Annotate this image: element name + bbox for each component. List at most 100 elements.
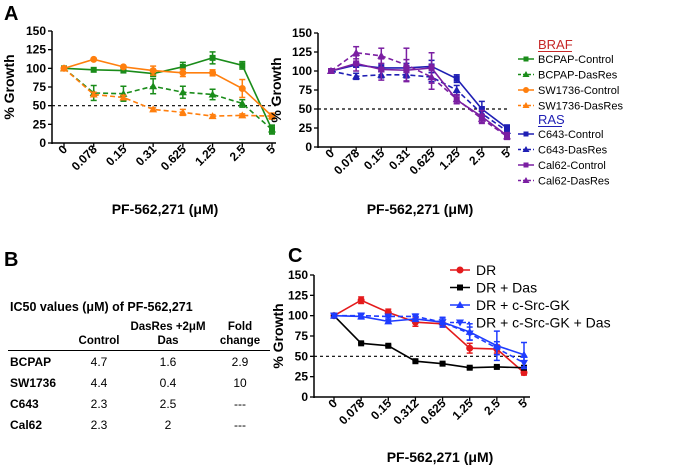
legend-label: SW1736-DasRes	[538, 101, 623, 113]
x-tick-label: 0.15	[361, 146, 388, 173]
data-point	[439, 360, 446, 367]
table-header-row: Control DasRes +2μM Das Fold change	[8, 318, 270, 351]
table-row: BCPAP 4.7 1.6 2.9	[8, 351, 270, 373]
legend-item: SW1736-DasRes	[518, 101, 623, 113]
legend-item: SW1736-Control	[518, 85, 619, 97]
data-point	[358, 340, 365, 347]
y-tick-label: 125	[288, 288, 308, 302]
ic50-table: Control DasRes +2μM Das Fold change BCPA…	[8, 318, 270, 435]
legend-label: Cal62-DasRes	[538, 176, 610, 188]
series-dr-c-src-gk-das	[330, 312, 528, 370]
x-tick-label: 0.625	[407, 146, 438, 177]
data-point	[90, 66, 97, 73]
data-point	[452, 95, 461, 103]
data-point	[385, 342, 392, 349]
data-point	[119, 93, 128, 101]
x-tick-label: 0	[55, 142, 70, 157]
data-point	[384, 317, 393, 325]
y-axis-label: % Growth	[1, 54, 17, 119]
table-row: SW1736 4.4 0.4 10	[8, 372, 270, 393]
legend-item: BCPAP-Control	[518, 54, 614, 66]
table-cell-cell-line: C643	[10, 396, 39, 411]
data-point	[520, 350, 528, 358]
legend-swatch-marker	[522, 177, 530, 183]
data-point	[60, 64, 68, 72]
y-tick-label: 0	[39, 136, 46, 150]
y-tick-label: 150	[288, 268, 308, 282]
y-axis-label: % Growth	[268, 57, 284, 122]
data-point	[466, 344, 474, 352]
y-axis-label: % Growth	[270, 303, 286, 368]
data-point	[149, 105, 158, 113]
data-point	[352, 72, 361, 80]
legend-item: Cal62-Control	[518, 160, 606, 172]
ic50-table-title: IC50 values (μM) of PF-562,271	[10, 300, 193, 314]
legend-item: Cal62-DasRes	[518, 176, 610, 188]
legend-swatch-marker	[456, 266, 464, 274]
y-tick-label: 25	[299, 121, 313, 135]
table-cell-fold-change: ---	[234, 417, 246, 432]
data-point	[352, 48, 361, 56]
legend-label: BCPAP-Control	[538, 54, 614, 66]
y-tick-label: 25	[33, 117, 47, 131]
legend-swatch-marker	[523, 87, 529, 93]
legend-label: DR	[476, 262, 496, 278]
legend-label: BCPAP-DasRes	[538, 70, 618, 82]
data-point	[238, 99, 247, 107]
series-line	[333, 314, 525, 356]
data-point	[492, 345, 501, 353]
series-line	[330, 62, 508, 137]
x-tick-label: 2.5	[481, 396, 503, 418]
table-cell-cell-line: SW1736	[10, 375, 57, 390]
x-tick-label: 0.15	[103, 142, 130, 169]
x-tick-label: 0.078	[69, 142, 100, 173]
series-cal62-control	[328, 52, 510, 140]
y-tick-label: 125	[26, 43, 46, 57]
x-tick-label: 0.312	[390, 396, 421, 427]
data-point	[209, 69, 217, 77]
data-point	[520, 369, 528, 377]
data-point	[384, 313, 393, 321]
table-header-control: Control	[72, 318, 126, 351]
legend-item: BCPAP-DasRes	[518, 70, 618, 82]
data-point	[503, 132, 511, 140]
series-line	[63, 58, 273, 117]
data-point	[466, 364, 473, 371]
data-point	[179, 69, 187, 77]
data-point	[438, 319, 447, 327]
legend-label: DR + c-Src-GK + Das	[476, 315, 611, 331]
data-point	[412, 358, 419, 365]
legend-label: DR + c-Src-GK	[476, 297, 570, 313]
x-tick-label: 2.5	[466, 146, 488, 168]
x-tick-label: 0	[325, 396, 340, 411]
y-tick-label: 100	[26, 61, 46, 75]
data-point	[238, 84, 246, 92]
series-bcpap-dasres	[60, 64, 276, 135]
table-cell-dasres: 1.6	[159, 354, 177, 369]
x-tick-label: 1.25	[449, 396, 476, 423]
data-point	[378, 66, 385, 73]
data-point	[493, 363, 500, 370]
data-point	[208, 112, 217, 120]
panel-label-c: C	[288, 245, 302, 267]
data-point	[357, 296, 365, 304]
legend-swatch-marker	[456, 319, 464, 327]
legend-swatch-marker	[457, 284, 463, 291]
table-header-fold-change: Fold change	[210, 318, 270, 351]
series-line	[330, 51, 508, 138]
x-tick-label: 1.25	[192, 142, 219, 169]
series-cal62-dasres	[327, 45, 511, 141]
x-tick-label: 5	[515, 396, 530, 411]
data-point	[411, 313, 420, 321]
data-point	[178, 108, 187, 116]
x-tick-label: 0.625	[158, 142, 189, 173]
y-tick-label: 0	[301, 390, 308, 404]
data-point	[268, 112, 276, 120]
legend-item: C643-DasRes	[518, 145, 608, 157]
x-tick-label: 0	[322, 146, 337, 161]
x-tick-label: 5	[498, 146, 513, 161]
y-tick-label: 50	[33, 99, 47, 113]
table-row: Cal62 2.3 2 ---	[8, 414, 270, 435]
data-point	[477, 114, 486, 122]
